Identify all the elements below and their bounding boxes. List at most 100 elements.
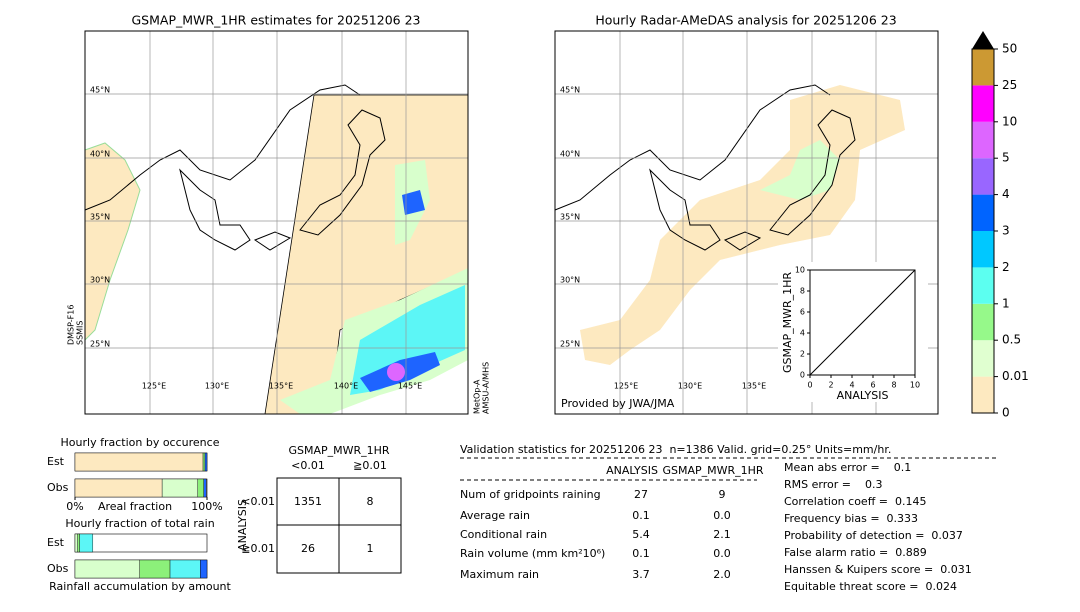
bar-segment	[79, 533, 94, 553]
satellite-label: SSMIS	[76, 321, 85, 346]
bar-segment	[74, 533, 78, 553]
lat-label: 30°N	[560, 276, 580, 285]
bar-segment	[161, 478, 198, 498]
row-label: Conditional rain	[460, 528, 547, 541]
row-label: Maximum rain	[460, 568, 539, 581]
cell: 26	[301, 542, 315, 555]
contingency-table: GSMAP_MWR_1HR <0.01 ≧0.01 ANALYSIS <0.01…	[236, 444, 402, 574]
tick-label: 0	[1002, 406, 1010, 420]
color-swatch	[972, 376, 994, 413]
score: Frequency bias = 0.333	[784, 512, 918, 525]
cell: 1	[367, 542, 374, 555]
column-label: ≧0.01	[353, 459, 387, 472]
tick-label: 50	[1002, 42, 1017, 56]
tick-label: 3	[1002, 224, 1010, 238]
bar-segment	[202, 452, 206, 472]
lon-label: 135°E	[742, 382, 766, 391]
cell: 1351	[294, 495, 322, 508]
stats-header: Validation statistics for 20251206 23 n=…	[460, 443, 891, 456]
tick-label: 1	[1002, 296, 1010, 310]
lon-label: 130°E	[205, 382, 229, 391]
coastline	[84, 84, 386, 251]
bar-segment	[77, 533, 80, 553]
fraction-charts: Hourly fraction by occurence Areal fract…	[47, 436, 232, 593]
lat-label: 30°N	[90, 276, 110, 285]
x-tick-label: 2	[828, 381, 833, 390]
analysis-value: 27	[634, 488, 648, 501]
tick-label: 100%	[191, 500, 222, 513]
lat-label: 35°N	[560, 213, 580, 222]
lat-label: 45°N	[90, 86, 110, 95]
axis-label: Areal fraction	[98, 500, 172, 513]
extend-arrow	[972, 31, 994, 49]
diagonal	[809, 269, 916, 376]
chart-title: Hourly fraction by occurence	[61, 436, 220, 449]
category-label: Est	[47, 455, 65, 468]
lon-label: 135°E	[269, 382, 293, 391]
category-label: Obs	[47, 481, 69, 494]
lat-label: 25°N	[560, 340, 580, 349]
color-swatch	[972, 340, 994, 377]
lat-label: 45°N	[560, 86, 580, 95]
rain-area	[387, 363, 405, 381]
color-swatch	[972, 121, 994, 159]
validation-statistics: Validation statistics for 20251206 23 n=…	[460, 443, 996, 593]
coastline	[554, 84, 856, 251]
row-label: Rain volume (mm km²10⁶)	[460, 547, 605, 560]
left-map: 45°N 40°N 35°N 30°N 25°N 125°E 130°E 135°E 140°E…	[67, 13, 491, 415]
score: False alarm ratio = 0.889	[784, 546, 927, 559]
score: Probability of detection = 0.037	[784, 529, 963, 542]
column-label: <0.01	[291, 459, 325, 472]
column-label: ANALYSIS	[606, 464, 658, 477]
lat-label: 40°N	[90, 150, 110, 159]
tick-label: 0.01	[1002, 369, 1029, 383]
x-tick-label: 4	[849, 381, 854, 390]
x-axis-label: ANALYSIS	[837, 389, 889, 402]
x-tick-label: 6	[870, 381, 875, 390]
rain-area	[350, 285, 465, 395]
analysis-value: 0.1	[632, 547, 650, 560]
bar-segment	[74, 478, 163, 498]
color-swatch	[972, 85, 994, 122]
satellite-label: AMSU-A/MHS	[482, 362, 491, 414]
bar-segment	[197, 478, 204, 498]
swath	[84, 142, 141, 342]
scatter-inset: 0 2 4 6 8 10 0 2 4 6 8 10 ANALYSIS GSMAP_MWR_1HR	[781, 266, 920, 403]
row-label: ≧0.01	[241, 542, 275, 555]
lon-label: 140°E	[334, 382, 358, 391]
map-border	[554, 30, 939, 415]
right-map: 45°N 40°N 35°N 30°N 25°N 125°E 130°E 135°E Hour…	[554, 13, 939, 415]
rain-area	[402, 190, 425, 215]
map-border	[84, 30, 469, 415]
tick-label: 25	[1002, 78, 1017, 92]
table-title: GSMAP_MWR_1HR	[288, 444, 389, 457]
bar-segment	[169, 559, 201, 579]
column-label: GSMAP_MWR_1HR	[662, 464, 763, 477]
gsmap-value: 0.0	[713, 509, 731, 522]
satellite-label: MetOp-A	[473, 379, 482, 414]
tick-label: 0%	[66, 500, 83, 513]
tick-label: 4	[1002, 187, 1010, 201]
y-tick-label: 0	[800, 371, 805, 380]
color-swatch	[972, 49, 994, 86]
x-tick-label: 10	[910, 381, 920, 390]
row-label: Average rain	[460, 509, 530, 522]
x-tick-label: 0	[807, 381, 812, 390]
y-tick-label: 6	[800, 308, 805, 317]
gsmap-value: 0.0	[713, 547, 731, 560]
lat-label: 25°N	[90, 340, 110, 349]
chart-title: Hourly fraction of total rain	[65, 517, 214, 530]
tick-label: 10	[1002, 114, 1017, 128]
x-tick-label: 8	[891, 381, 896, 390]
lon-label: 125°E	[614, 382, 638, 391]
tick-label: 2	[1002, 260, 1010, 274]
credit: Provided by JWA/JMA	[561, 397, 675, 410]
axis-label: Rainfall accumulation by amount	[49, 580, 231, 593]
score: Equitable threat score = 0.024	[784, 580, 957, 593]
color-swatch	[972, 158, 994, 195]
satellite-label: DMSP-F16	[67, 305, 76, 345]
lat-label: 40°N	[560, 150, 580, 159]
score: Correlation coeff = 0.145	[784, 495, 926, 508]
score: Hanssen & Kuipers score = 0.031	[784, 563, 972, 576]
